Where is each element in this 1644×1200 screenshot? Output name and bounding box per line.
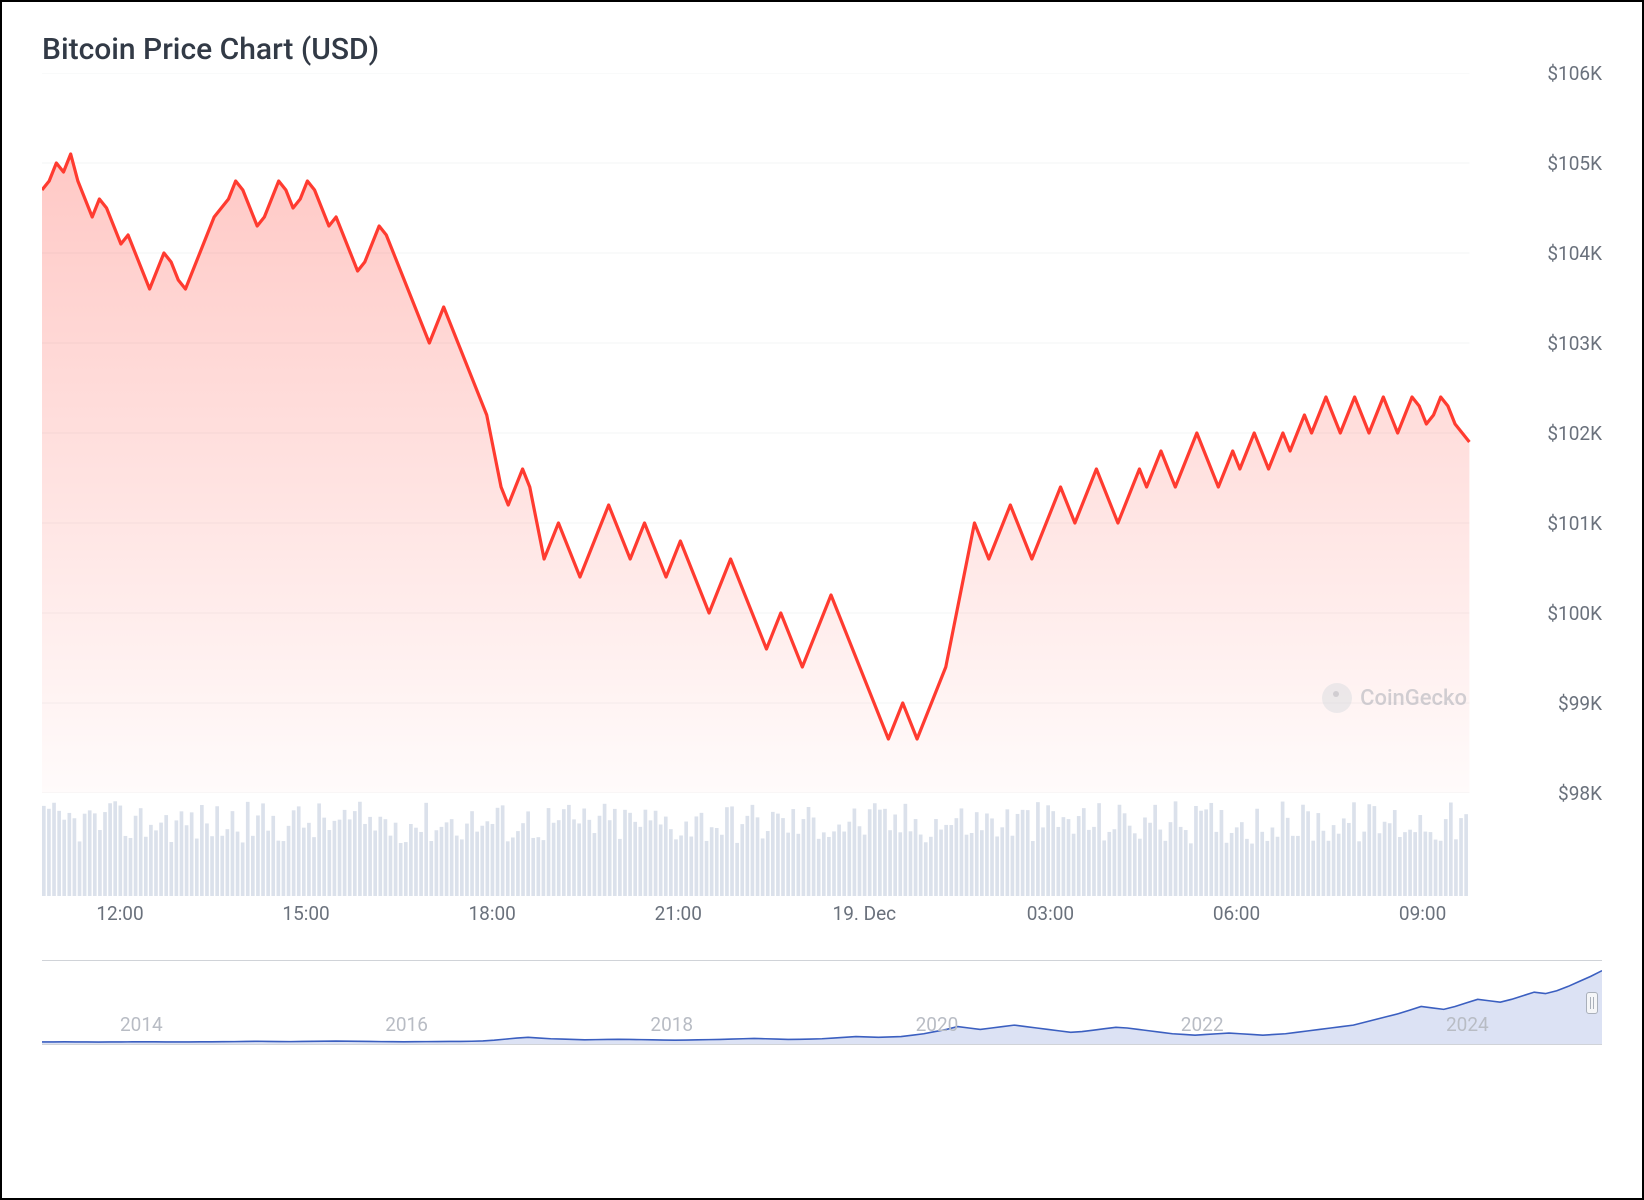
navigator-svg [42,961,1602,1044]
y-axis-label: $103K [1547,332,1602,355]
x-axis-label: 12:00 [96,902,143,925]
x-axis-label: 06:00 [1213,902,1260,925]
chart-title: Bitcoin Price Chart (USD) [42,32,1602,67]
y-axis-label: $100K [1547,602,1602,625]
x-axis-label: 21:00 [655,902,702,925]
watermark-text: CoinGecko [1360,686,1467,711]
volume-chart[interactable] [42,801,1602,896]
coingecko-icon [1322,683,1352,713]
y-axis-label: $104K [1547,242,1602,265]
x-axis-label: 19. Dec [833,902,897,925]
navigator-year-label: 2014 [120,1013,163,1036]
navigator-year-label: 2020 [916,1013,959,1036]
navigator-year-label: 2022 [1181,1013,1224,1036]
y-axis-label: $102K [1547,422,1602,445]
x-axis-label: 15:00 [282,902,329,925]
y-axis-label: $106K [1547,62,1602,85]
x-axis-labels: 12:00 15:00 18:00 21:00 19. Dec 03:00 06:00 09:… [42,902,1602,932]
x-axis-label: 03:00 [1027,902,1074,925]
x-axis-label: 09:00 [1399,902,1446,925]
navigator-year-label: 2016 [385,1013,428,1036]
y-axis-label: $99K [1558,692,1602,715]
watermark: CoinGecko [1322,683,1467,713]
chart-frame: Bitcoin Price Chart (USD) $98K$99K$100K$… [0,0,1644,1200]
navigator-year-label: 2024 [1446,1013,1489,1036]
navigator-year-label: 2018 [650,1013,693,1036]
x-axis-label: 18:00 [468,902,515,925]
navigator[interactable]: 2014 2016 2018 2020 2022 2024 [42,960,1602,1045]
y-axis-label: $105K [1547,152,1602,175]
price-chart[interactable]: $98K$99K$100K$101K$102K$103K$104K$105K$1… [42,73,1602,793]
volume-chart-svg [42,801,1602,896]
y-axis-label: $101K [1547,512,1602,535]
navigator-handle-right[interactable] [1586,992,1598,1014]
